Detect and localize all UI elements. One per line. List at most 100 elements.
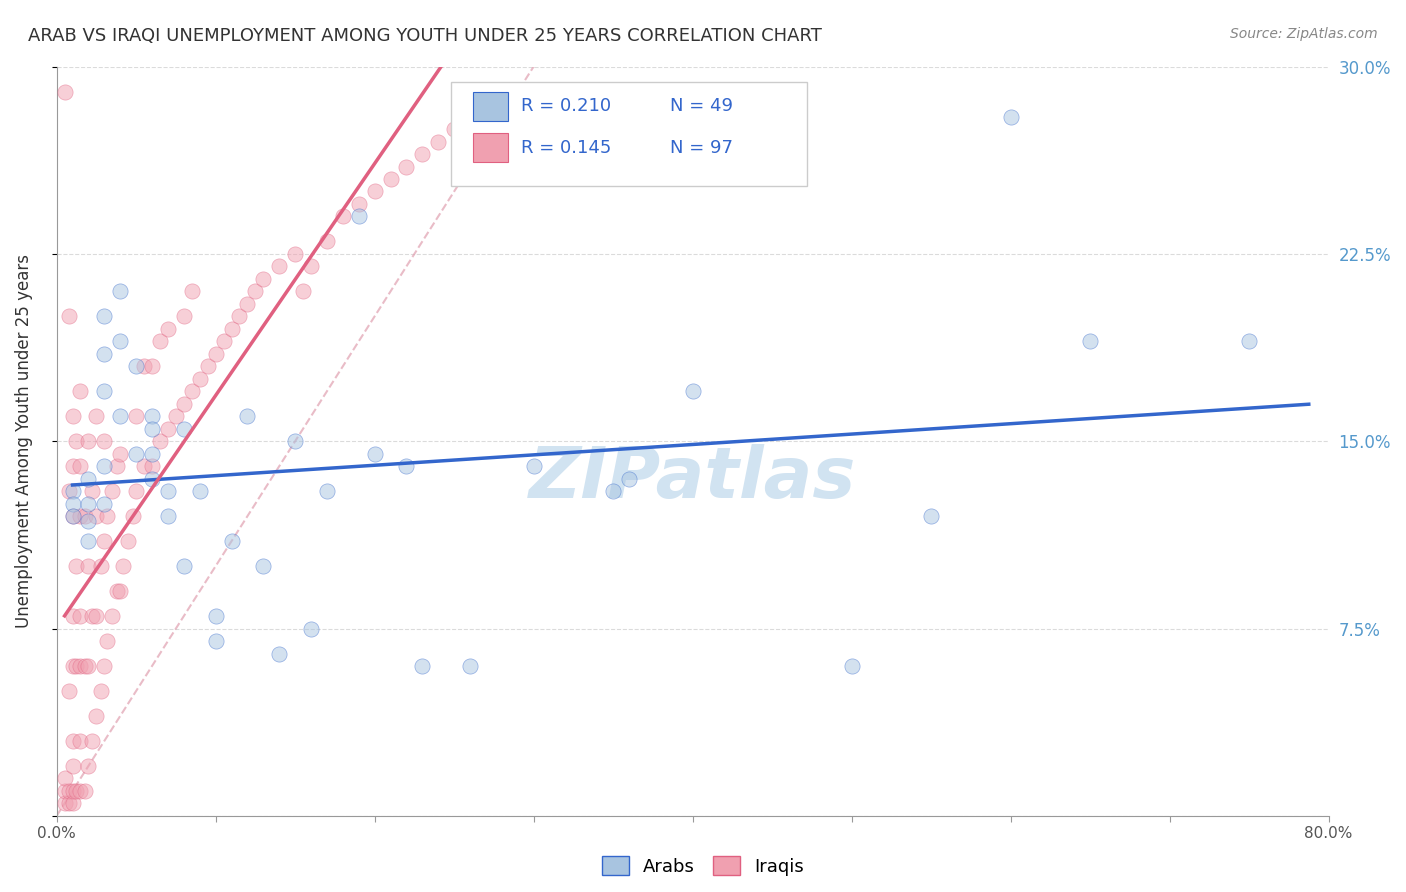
Point: [141, 422, 163, 436]
Point: [105, 459, 128, 474]
Point: [149, 434, 172, 449]
Point: [105, 584, 128, 599]
Point: [77, 659, 100, 673]
Point: [101, 609, 124, 624]
Point: [69, 384, 91, 399]
Point: [53, 784, 76, 798]
Point: [141, 409, 163, 424]
Point: [80, 484, 103, 499]
Point: [93, 534, 115, 549]
Point: [86, 509, 108, 524]
Point: [77, 559, 100, 574]
Point: [299, 622, 322, 636]
Point: [347, 210, 370, 224]
Point: [77, 472, 100, 486]
Point: [93, 310, 115, 324]
Point: [252, 559, 274, 574]
Text: Source: ZipAtlas.com: Source: ZipAtlas.com: [1230, 27, 1378, 41]
Point: [292, 285, 315, 299]
Point: [62, 734, 84, 748]
Point: [363, 447, 385, 461]
FancyBboxPatch shape: [451, 81, 807, 186]
Point: [180, 285, 202, 299]
Point: [101, 484, 124, 499]
Point: [58, 310, 80, 324]
Point: [617, 472, 640, 486]
Point: [62, 759, 84, 773]
Text: ZIPatlas: ZIPatlas: [529, 444, 856, 513]
Point: [112, 559, 135, 574]
Point: [197, 359, 219, 374]
Point: [523, 459, 546, 474]
Point: [149, 334, 172, 349]
Point: [69, 784, 91, 798]
Point: [395, 160, 418, 174]
Point: [284, 247, 307, 261]
Point: [458, 110, 481, 124]
Point: [173, 310, 195, 324]
Point: [252, 272, 274, 286]
Point: [299, 260, 322, 274]
Point: [110, 584, 132, 599]
Point: [228, 310, 250, 324]
Point: [65, 784, 87, 798]
Point: [96, 509, 118, 524]
Point: [93, 459, 115, 474]
Point: [332, 210, 354, 224]
Point: [411, 659, 433, 673]
Point: [188, 484, 211, 499]
Point: [173, 397, 195, 411]
Point: [1078, 334, 1101, 349]
Point: [69, 459, 91, 474]
Point: [75, 509, 97, 524]
Point: [53, 772, 76, 786]
Point: [920, 509, 942, 524]
Point: [58, 484, 80, 499]
Point: [841, 659, 863, 673]
Point: [69, 659, 91, 673]
Point: [395, 459, 418, 474]
Point: [236, 409, 259, 424]
Point: [141, 447, 163, 461]
Point: [90, 684, 112, 698]
Point: [141, 472, 163, 486]
Point: [284, 434, 307, 449]
Point: [125, 484, 148, 499]
Point: [380, 172, 402, 186]
Text: N = 97: N = 97: [669, 138, 733, 156]
Point: [602, 484, 624, 499]
Point: [427, 135, 450, 149]
Point: [86, 609, 108, 624]
Point: [132, 359, 155, 374]
Point: [65, 659, 87, 673]
Point: [77, 434, 100, 449]
Point: [156, 509, 179, 524]
Point: [212, 334, 235, 349]
Point: [75, 659, 97, 673]
Point: [69, 509, 91, 524]
Point: [110, 447, 132, 461]
Point: [62, 509, 84, 524]
Point: [122, 509, 145, 524]
Y-axis label: Unemployment Among Youth under 25 years: Unemployment Among Youth under 25 years: [15, 254, 32, 628]
Text: ARAB VS IRAQI UNEMPLOYMENT AMONG YOUTH UNDER 25 YEARS CORRELATION CHART: ARAB VS IRAQI UNEMPLOYMENT AMONG YOUTH U…: [28, 27, 823, 45]
Point: [110, 334, 132, 349]
Point: [62, 497, 84, 511]
Point: [173, 559, 195, 574]
Point: [62, 484, 84, 499]
Point: [80, 734, 103, 748]
Text: N = 49: N = 49: [669, 97, 733, 115]
Point: [156, 322, 179, 336]
Point: [443, 122, 465, 136]
Point: [62, 459, 84, 474]
Point: [62, 609, 84, 624]
Point: [236, 297, 259, 311]
Point: [141, 359, 163, 374]
Point: [132, 459, 155, 474]
Point: [86, 409, 108, 424]
Text: R = 0.145: R = 0.145: [520, 138, 612, 156]
Point: [80, 609, 103, 624]
Point: [141, 459, 163, 474]
Point: [86, 709, 108, 723]
Point: [77, 534, 100, 549]
